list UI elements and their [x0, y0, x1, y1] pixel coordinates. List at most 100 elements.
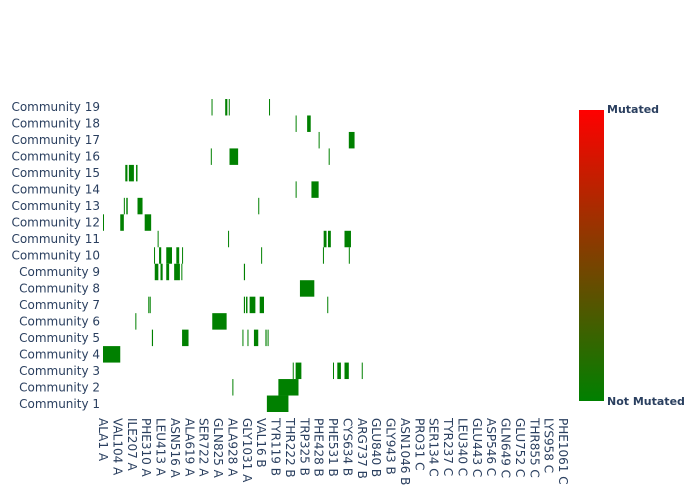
heatmap-cell	[136, 164, 138, 182]
heatmap-cell	[327, 296, 329, 314]
heatmap-cell	[103, 214, 104, 231]
heatmap-cell	[278, 379, 299, 396]
heatmap-cell	[151, 329, 154, 347]
heatmap-cell	[182, 329, 189, 347]
x-tick-label: GLU840 B	[369, 418, 383, 477]
heatmap-cell	[246, 296, 248, 314]
heatmap-cell	[299, 280, 315, 297]
y-tick-label: Community 12	[11, 216, 100, 230]
heatmap-cell	[242, 329, 244, 347]
x-tick-label: TYR237 C	[441, 417, 455, 476]
heatmap-cell	[229, 148, 239, 165]
heatmap-cell	[174, 263, 180, 281]
heatmap-cell	[137, 197, 143, 215]
x-tick-label: LEU413 A	[154, 418, 168, 477]
y-tick-label: Community 14	[11, 183, 100, 197]
x-tick-label: THR222 B	[283, 417, 297, 478]
y-tick-label: Community 18	[11, 117, 100, 131]
x-tick-label: ALA1 A	[96, 418, 110, 462]
heatmap-cell	[322, 247, 324, 264]
x-tick-label: THR855 C	[527, 417, 541, 478]
heatmap-cell	[159, 247, 162, 264]
heatmap-cell	[126, 197, 128, 215]
x-tick-label: ILE207 A	[125, 418, 139, 472]
y-tick-label: Community 7	[19, 298, 100, 312]
heatmap-cell	[253, 329, 259, 347]
heatmap-cell	[120, 214, 124, 231]
y-tick-label: Community 16	[11, 150, 100, 164]
heatmap-cell	[328, 148, 330, 165]
heatmap-cell	[269, 99, 271, 116]
y-tick-label: Community 13	[11, 199, 100, 213]
heatmap-cell	[318, 131, 320, 149]
heatmap-cell	[160, 263, 163, 281]
x-axis-labels: ALA1 A VAL104 A ILE207 A PHE310 A LEU413 A AS…	[96, 417, 570, 485]
x-tick-label: TYR119 B	[269, 417, 283, 476]
x-tick-label: GLU752 C	[513, 418, 527, 477]
heatmap-cell	[211, 99, 213, 116]
x-tick-label: GLU443 C	[470, 418, 484, 477]
colorbar-bottom-label: Not Mutated	[607, 395, 685, 408]
heatmap-cell	[157, 230, 159, 248]
heatmap-cell	[348, 131, 355, 149]
y-tick-label: Community 19	[11, 100, 100, 114]
heatmap-cell	[344, 230, 351, 248]
heatmap-cells	[103, 99, 363, 412]
y-tick-label: Community 5	[19, 331, 100, 345]
heatmap-cell	[166, 263, 170, 281]
heatmap-cell	[154, 247, 156, 264]
y-tick-label: Community 2	[19, 380, 100, 394]
heatmap-cell	[259, 296, 264, 314]
x-tick-label: GLY1031 A	[240, 418, 254, 483]
heatmap-cell	[135, 313, 137, 330]
heatmap-cell	[144, 214, 152, 231]
x-tick-label: ASN516 A	[168, 418, 182, 479]
heatmap-cell	[228, 230, 230, 248]
heatmap-cell	[267, 329, 269, 347]
x-tick-label: ASP546 C	[484, 418, 498, 476]
heatmap-cell	[348, 247, 350, 264]
heatmap-cell	[266, 395, 289, 412]
heatmap-cell	[243, 296, 246, 314]
x-tick-label: ALA619 A	[182, 418, 196, 477]
heatmap-cell	[327, 230, 331, 248]
heatmap-cell	[212, 313, 227, 330]
y-tick-label: Community 1	[19, 397, 100, 411]
y-tick-label: Community 11	[11, 232, 100, 246]
x-tick-label: ARG737 B	[355, 418, 369, 479]
x-tick-label: ALA928 A	[225, 418, 239, 477]
heatmap-cell	[333, 362, 334, 380]
x-tick-label: LEU340 C	[455, 418, 469, 476]
y-tick-label: Community 10	[11, 249, 100, 263]
heatmap-cell	[182, 247, 184, 264]
heatmap-cell	[123, 197, 125, 215]
heatmap-cell	[243, 263, 246, 281]
heatmap-cell	[361, 362, 363, 380]
x-tick-label: SER722 A	[197, 418, 211, 477]
heatmap-cell	[128, 164, 134, 182]
x-tick-label: CYS634 B	[340, 418, 354, 476]
heatmap-cell	[125, 164, 128, 182]
x-tick-label: PHE1061 C	[556, 418, 570, 485]
heatmap-cell	[225, 99, 228, 116]
x-tick-label: PHE428 B	[312, 418, 326, 477]
x-tick-label: PRO31 C	[412, 418, 426, 470]
heatmap-cell	[181, 263, 183, 281]
x-tick-label: ASN1046 B	[398, 418, 412, 485]
heatmap-cell	[247, 329, 249, 347]
x-tick-label: PHE531 B	[326, 418, 340, 477]
heatmap-cell	[148, 296, 150, 314]
heatmap-cell	[292, 362, 294, 380]
heatmap-cell	[249, 296, 256, 314]
heatmap-cell	[166, 247, 172, 264]
colorbar-top-label: Mutated	[607, 103, 659, 116]
y-tick-label: Community 15	[11, 166, 100, 180]
heatmap-cell	[323, 230, 327, 248]
heatmap-cell	[210, 148, 212, 165]
heatmap-cell	[295, 181, 297, 198]
heatmap-cell	[258, 197, 260, 215]
y-axis-labels: Community 1 Community 2 Community 3 Communi…	[11, 100, 100, 411]
y-tick-label: Community 4	[19, 347, 100, 361]
